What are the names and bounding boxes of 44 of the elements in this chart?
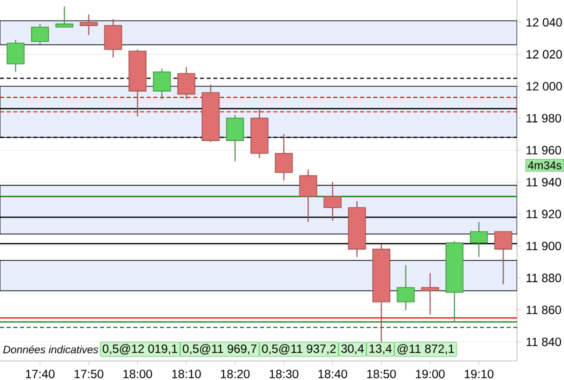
annotation: @11 872,1 [398, 344, 454, 355]
candlestick [274, 134, 293, 182]
x-tick-label: 19:10 [464, 370, 494, 378]
annotation: 0,5@12 019,1 [102, 344, 178, 355]
annotation: 0,5@11 937,2 [262, 344, 336, 355]
candlestick [80, 14, 98, 36]
candlestick [421, 272, 440, 316]
y-tick-label: 11 980 [526, 114, 562, 122]
x-tick-label: 18:10 [172, 370, 201, 378]
y-tick-label: 11 920 [526, 210, 562, 218]
candlestick [226, 114, 244, 162]
y-tick-label: 11 840 [526, 338, 562, 346]
candlestick [55, 6, 74, 28]
candlestick [299, 168, 318, 223]
candlestick [494, 231, 512, 285]
y-tick-label: 12 040 [526, 18, 562, 27]
x-tick-label: 18:40 [318, 370, 348, 378]
candlestick [470, 221, 488, 258]
candlestick [104, 18, 122, 58]
candlestick [6, 39, 25, 72]
y-tick-label: 11 940 [526, 178, 562, 186]
x-tick-label: 17:50 [74, 370, 104, 378]
x-tick-label: 17:40 [26, 370, 55, 378]
annotation: 30,4 [341, 344, 364, 354]
x-tick-label: 18:30 [270, 370, 298, 378]
text: 4m34s [528, 161, 562, 170]
candlestick [31, 23, 49, 46]
candlestick [177, 66, 196, 100]
annotation: Données indicatives [3, 345, 98, 354]
y-tick-label: 11 860 [526, 306, 562, 314]
y-tick-label: 11 880 [526, 274, 562, 282]
x-tick-label: 19:00 [416, 370, 445, 378]
annotation: 13,4 [370, 344, 392, 354]
y-tick-label: 12 000 [526, 82, 562, 91]
candlestick [152, 68, 171, 100]
x-tick-label: 18:00 [123, 370, 152, 378]
y-tick-label: 11 960 [526, 146, 562, 154]
x-tick-label: 18:50 [367, 370, 396, 378]
y-tick-label: 12 020 [526, 50, 562, 59]
candlestick [396, 264, 415, 310]
annotation: 0,5@11 969,7 [182, 344, 256, 355]
y-tick-label: 11 900 [526, 242, 562, 250]
candlestick [324, 182, 342, 221]
x-tick-label: 18:20 [220, 370, 250, 378]
